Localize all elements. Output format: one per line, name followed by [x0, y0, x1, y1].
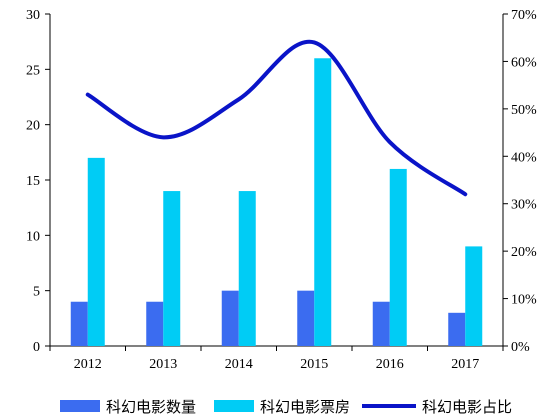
line-share	[85, 39, 468, 197]
bar-count	[70, 301, 88, 346]
bar-count	[372, 301, 390, 346]
legend-item-boxoffice: 科幻电影票房	[214, 394, 350, 418]
y-tick-label-right: 70%	[511, 8, 537, 23]
y-tick-label-right: 30%	[511, 198, 537, 213]
bar-boxoffice	[238, 191, 256, 346]
y-tick-label-left: 20	[26, 119, 40, 134]
bar-boxoffice	[389, 168, 407, 346]
chart-lines	[85, 39, 468, 197]
bar-count	[297, 290, 315, 346]
bar-count	[146, 301, 164, 346]
legend-swatch-boxoffice	[214, 400, 254, 412]
x-tick-label: 2015	[300, 357, 328, 372]
bar-count	[448, 312, 466, 346]
y-tick-label-left: 5	[33, 285, 40, 300]
chart-tick-labels: 0 5 10 15 20 25 30 0% 10% 20% 30% 40% 50% 60% 70% 2012 2…	[26, 8, 537, 372]
y-tick-label-left: 10	[26, 229, 40, 244]
y-tick-label-left: 0	[33, 340, 40, 355]
x-tick-label: 2016	[376, 357, 404, 372]
legend-swatch-count	[60, 400, 100, 412]
y-tick-label-right: 50%	[511, 103, 537, 118]
x-tick-label: 2014	[225, 357, 253, 372]
y-tick-label-right: 60%	[511, 55, 537, 70]
bar-count	[221, 290, 239, 346]
x-tick-label: 2012	[74, 357, 102, 372]
y-tick-label-left: 15	[26, 174, 40, 189]
legend-label-boxoffice: 科幻电影票房	[260, 397, 351, 416]
legend-swatch-share	[362, 404, 416, 408]
legend-item-count: 科幻电影数量	[60, 394, 196, 418]
bar-boxoffice	[163, 191, 181, 346]
y-tick-label-right: 20%	[511, 245, 537, 260]
legend-item-share: 科幻电影占比	[362, 394, 512, 418]
y-tick-label-right: 40%	[511, 150, 537, 165]
bar-boxoffice	[314, 58, 332, 347]
chart-bars	[70, 58, 483, 347]
legend-label-count: 科幻电影数量	[106, 397, 197, 416]
y-tick-label-right: 10%	[511, 293, 537, 308]
legend: 科幻电影数量 科幻电影票房 科幻电影占比	[0, 394, 557, 418]
bar-boxoffice	[87, 157, 105, 346]
x-tick-label: 2017	[451, 357, 479, 372]
y-tick-label-left: 30	[26, 8, 40, 23]
bar-boxoffice	[465, 246, 483, 346]
chart-axes	[45, 13, 508, 351]
y-tick-label-right: 0%	[511, 340, 530, 355]
y-tick-label-left: 25	[26, 63, 40, 78]
x-tick-label: 2013	[149, 357, 177, 372]
legend-label-share: 科幻电影占比	[422, 397, 513, 416]
